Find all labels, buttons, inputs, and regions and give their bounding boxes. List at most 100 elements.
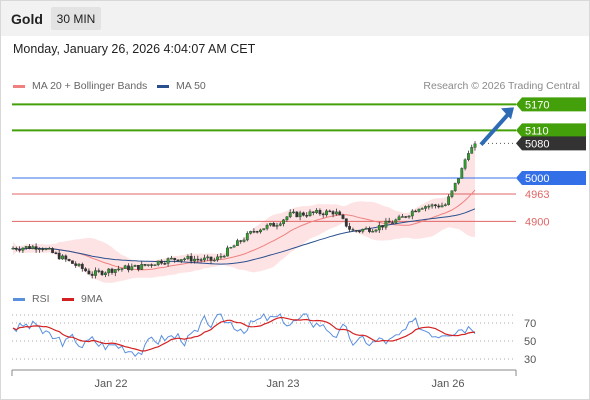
candle-body: [97, 270, 101, 272]
candle-body: [38, 248, 41, 250]
candle-body: [232, 245, 236, 248]
candle-body: [143, 264, 147, 266]
candle-body: [315, 210, 318, 213]
candle-body: [292, 211, 295, 214]
candle-body: [67, 259, 71, 261]
candle-body: [123, 265, 127, 269]
candle-body: [265, 224, 269, 229]
candle-body: [460, 168, 464, 179]
candle-body: [242, 239, 246, 242]
candle-body: [133, 265, 137, 267]
candle-body: [229, 247, 233, 249]
support-label-4963: 4963: [525, 189, 549, 201]
candle-body: [226, 247, 229, 257]
candle-body: [31, 246, 35, 249]
candle-body: [262, 228, 266, 231]
candle-body: [173, 257, 177, 261]
rsi-ma-swatch: [62, 297, 74, 301]
candle-body: [64, 255, 68, 260]
candle-body: [110, 268, 114, 273]
legend-ma50: MA 50: [157, 80, 206, 92]
candle-body: [216, 256, 219, 261]
price-tag-label-5000: 5000: [525, 173, 549, 185]
rsi-tick-50: 50: [524, 336, 536, 348]
bollinger-band: [13, 143, 475, 283]
candle-body: [457, 178, 460, 184]
candle-body: [325, 210, 328, 216]
candle-body: [61, 255, 64, 260]
candle-body: [160, 260, 163, 264]
candle-body: [169, 257, 173, 260]
forecast-arrow-head: [501, 107, 514, 120]
legend-rsi-ma-label: 9MA: [81, 293, 103, 305]
candle-body: [391, 222, 394, 224]
candle-body: [107, 268, 111, 274]
x-tick-0: Jan 22: [94, 378, 127, 390]
candle-body: [94, 270, 97, 276]
candle-body: [183, 258, 186, 261]
candle-body: [381, 225, 384, 228]
candle-body: [473, 143, 477, 148]
candle-body: [189, 255, 193, 262]
price-tag-5170: [516, 97, 586, 112]
candle-body: [70, 260, 74, 264]
candle-body: [450, 190, 454, 197]
candle-body: [235, 240, 239, 246]
candle-body: [100, 270, 104, 275]
candle-body: [136, 265, 140, 270]
candle-body: [424, 206, 427, 209]
candle-body: [77, 263, 81, 266]
candle-body: [387, 220, 391, 223]
candle-body: [113, 269, 117, 273]
candle-body: [410, 210, 414, 217]
candle-body: [199, 259, 203, 261]
candle-body: [328, 210, 332, 213]
candle-body: [344, 218, 348, 227]
candle-body: [321, 213, 325, 216]
candle-body: [420, 208, 424, 210]
legend-ma50-label: MA 50: [176, 80, 206, 92]
candle-body: [288, 212, 292, 218]
rsi-tick-30: 30: [524, 354, 536, 366]
chart-datetime: Monday, January 26, 2026 4:04:07 AM CET: [13, 42, 256, 56]
candle-body: [427, 205, 431, 208]
candle-body: [371, 230, 375, 233]
rsi-ma-line: [12, 316, 476, 352]
candle-body: [384, 220, 388, 228]
forecast-arrow-shaft: [479, 112, 511, 146]
candle-body: [146, 264, 150, 266]
candle-body: [196, 258, 200, 261]
candle-body: [463, 159, 467, 169]
candle-body: [90, 273, 94, 276]
candle-body: [163, 263, 167, 265]
candle-body: [394, 219, 398, 224]
candle-body: [24, 246, 28, 249]
candle-body: [252, 231, 256, 233]
candle-body: [11, 247, 15, 250]
instrument-title: Gold: [11, 11, 43, 27]
candle-body: [245, 233, 249, 241]
candle-body: [150, 264, 153, 266]
candle-body: [219, 255, 223, 258]
candle-body: [44, 248, 48, 250]
candle-body: [440, 205, 444, 208]
candle-body: [21, 247, 25, 251]
candle-body: [34, 246, 38, 250]
legend-ma20-label: MA 20 + Bollinger Bands: [32, 80, 148, 92]
candle-body: [374, 229, 378, 232]
candle-body: [153, 264, 157, 267]
candle-body: [176, 259, 180, 262]
candle-body: [404, 216, 408, 218]
ma50-swatch: [157, 84, 169, 88]
timeframe-button[interactable]: 30 MIN: [51, 7, 101, 30]
candle-body: [206, 256, 210, 259]
candle-body: [57, 252, 61, 260]
candle-body: [368, 227, 371, 232]
candle-body: [282, 219, 285, 225]
candle-body: [407, 215, 411, 218]
candle-body: [275, 225, 279, 227]
candle-body: [298, 212, 302, 218]
legend-rsi-ma: 9MA: [62, 293, 103, 305]
candle-body: [417, 208, 421, 212]
